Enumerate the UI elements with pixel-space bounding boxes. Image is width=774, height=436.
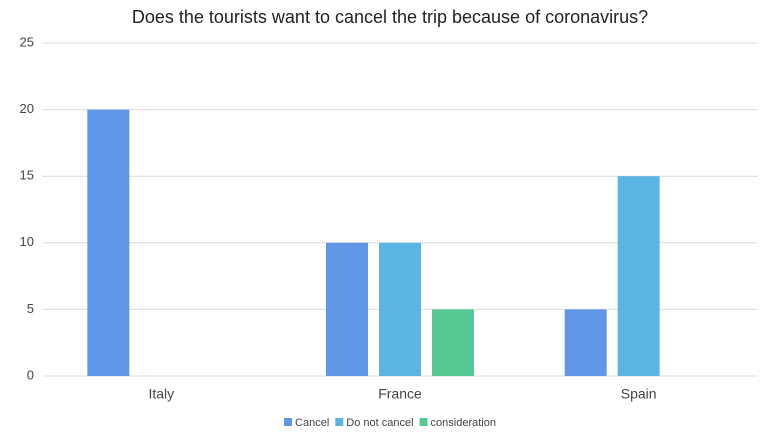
legend-swatch: [335, 418, 344, 426]
x-tick-label: France: [378, 386, 422, 402]
legend-label: Cancel: [295, 417, 329, 429]
y-tick-label: 0: [27, 367, 34, 382]
bar: [564, 309, 607, 376]
bar: [326, 242, 368, 376]
x-tick-label: Spain: [621, 386, 657, 402]
y-tick-label: 10: [20, 234, 34, 249]
bar: [432, 309, 474, 376]
y-tick-label: 15: [20, 168, 34, 183]
x-tick-label: Italy: [148, 386, 174, 402]
legend-swatch: [284, 418, 293, 426]
y-tick-label: 5: [27, 301, 34, 316]
y-tick-label: 20: [20, 101, 34, 116]
bar: [379, 242, 421, 376]
legend-label: consideration: [431, 417, 496, 429]
y-tick-label: 25: [20, 34, 34, 49]
legend-label: Do not cancel: [346, 417, 413, 429]
chart-title: Does the tourists want to cancel the tri…: [132, 7, 648, 27]
legend-swatch: [419, 418, 428, 426]
bar: [87, 109, 130, 376]
bar: [617, 176, 660, 376]
